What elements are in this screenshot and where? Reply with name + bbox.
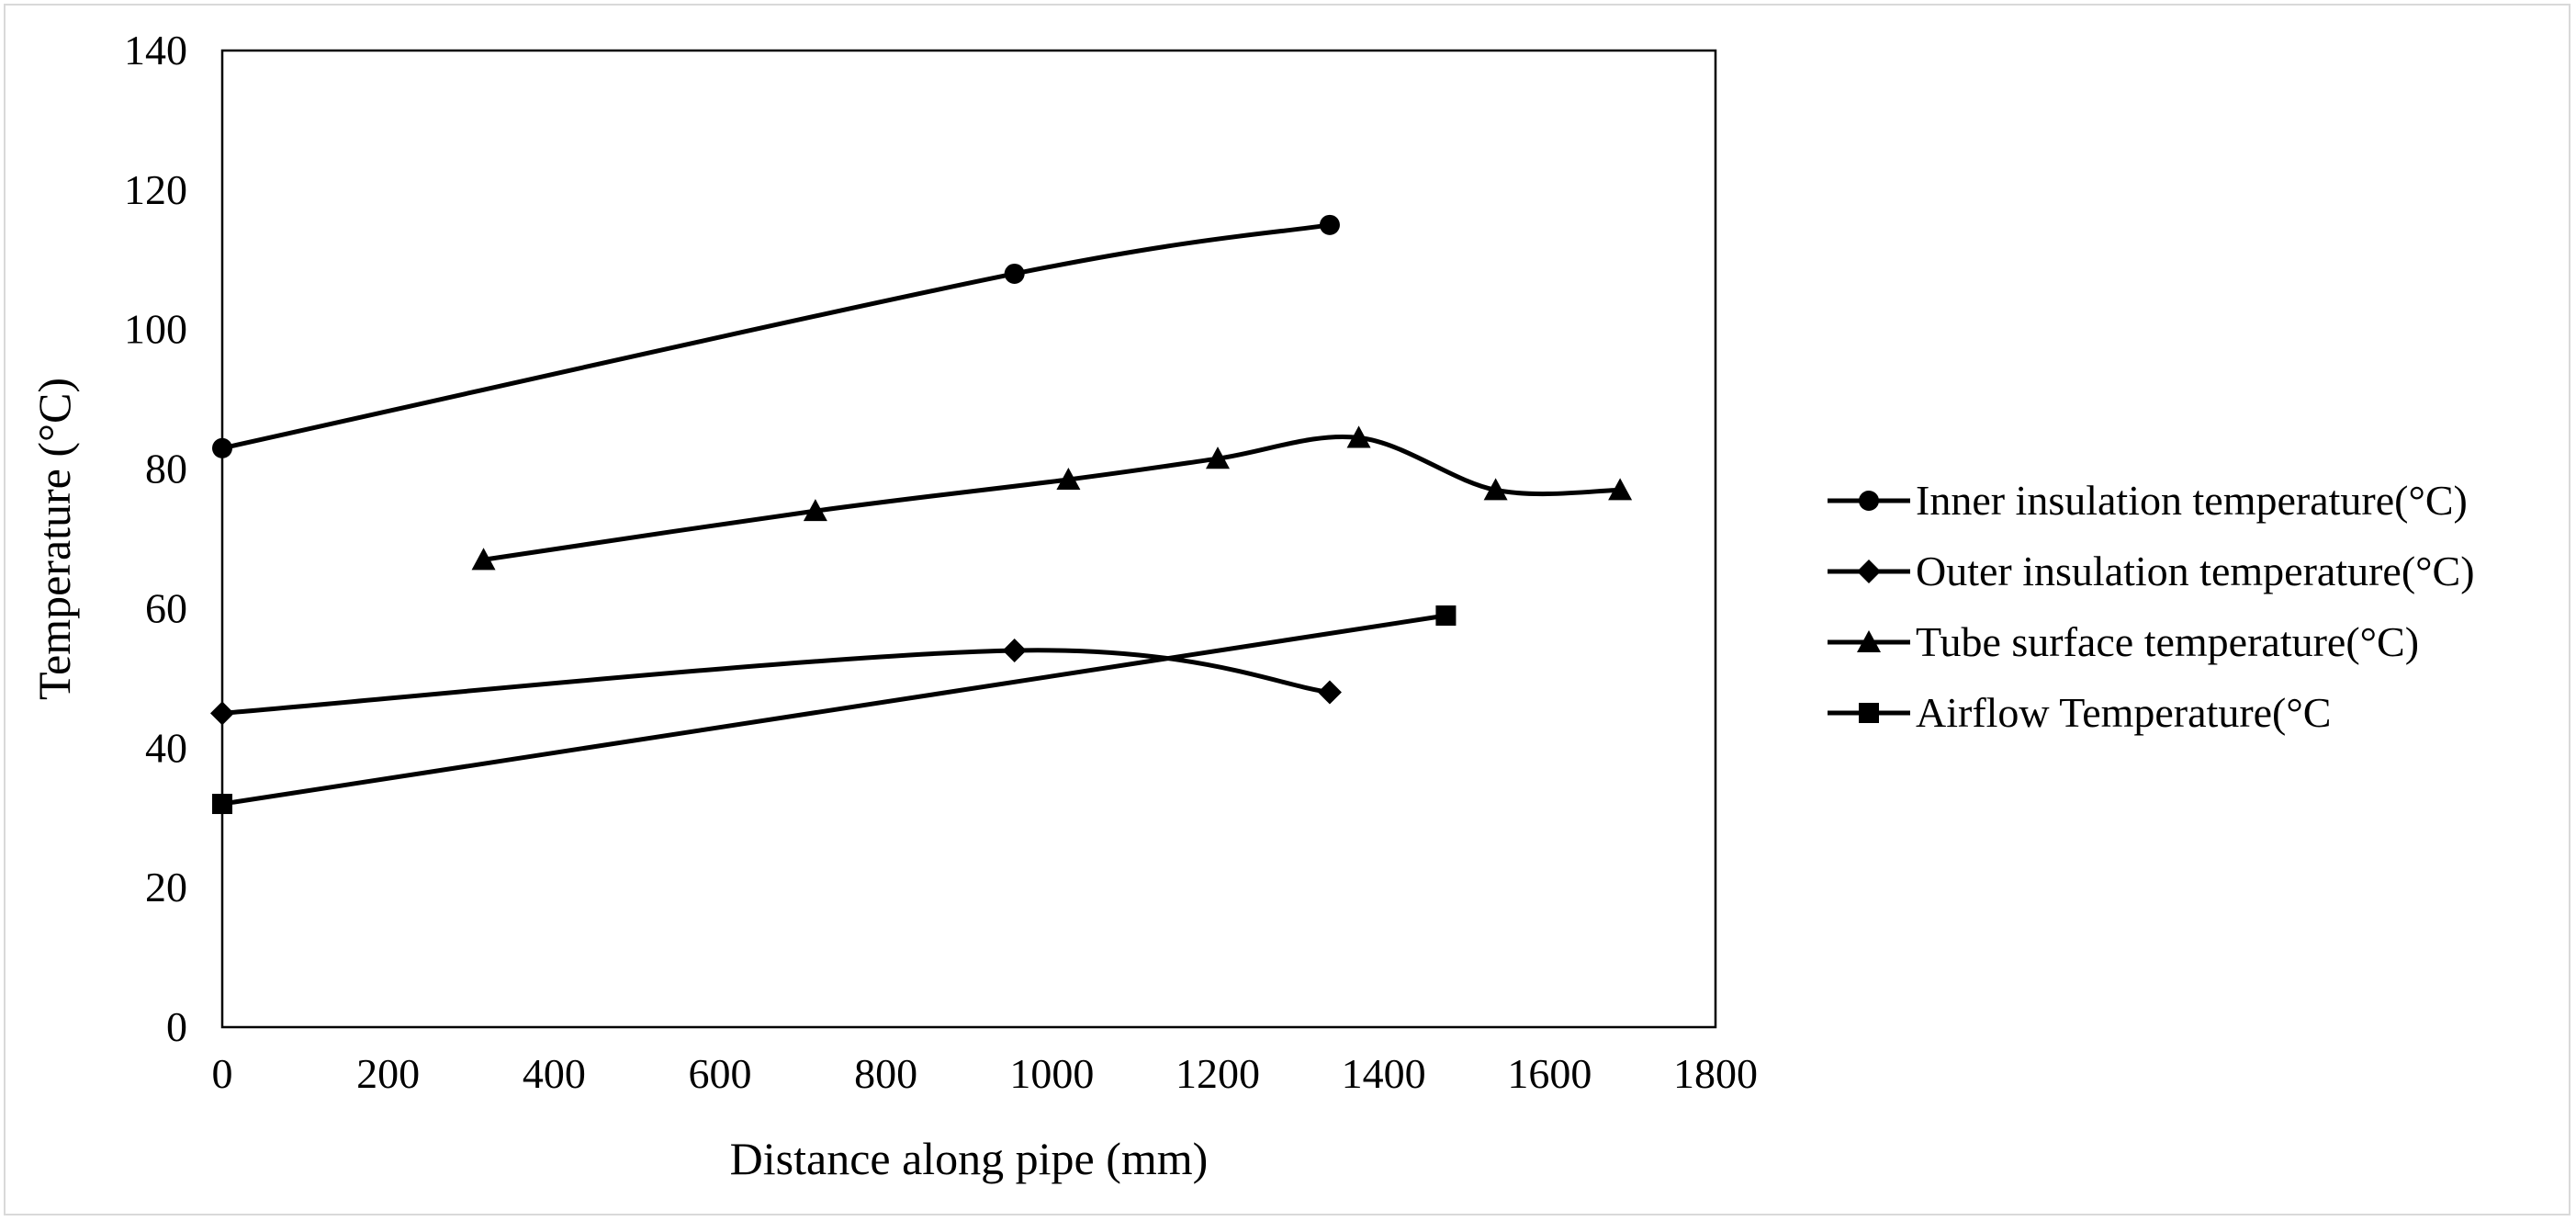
plot-area	[220, 49, 1717, 1029]
x-tick-label: 200	[356, 1050, 420, 1097]
data-point-square	[1435, 605, 1457, 627]
series-line	[481, 435, 1623, 562]
legend-item: Outer insulation temperature(°C)	[1828, 548, 2475, 594]
series-triangle	[471, 425, 1633, 571]
y-tick-label: 60	[145, 584, 187, 631]
x-tick-label: 1600	[1507, 1050, 1592, 1097]
x-tick-label: 1400	[1342, 1050, 1426, 1097]
chart-frame	[4, 4, 2570, 1215]
y-tick-label: 140	[124, 27, 187, 73]
legend-item: Inner insulation temperature(°C)	[1828, 477, 2468, 524]
series-diamond	[210, 638, 1342, 726]
series-square	[212, 605, 1457, 815]
legend-marker-triangle	[1857, 630, 1881, 653]
legend-marker-diamond	[1857, 560, 1881, 583]
legend-label: Outer insulation temperature(°C)	[1916, 548, 2475, 594]
series-line	[219, 648, 1333, 716]
x-axis-title: Distance along pipe (mm)	[730, 1133, 1209, 1184]
x-tick-label: 600	[689, 1050, 752, 1097]
y-tick-label: 100	[124, 306, 187, 353]
series-layer	[210, 214, 1633, 815]
data-point-triangle	[1206, 447, 1230, 469]
data-point-triangle	[1608, 478, 1633, 501]
legend-marker-circle	[1859, 491, 1879, 511]
data-point-triangle	[1346, 425, 1371, 448]
series-line	[219, 222, 1333, 451]
legend-marker-square	[1859, 703, 1879, 723]
data-point-diamond	[210, 701, 234, 726]
x-axis-ticks: 0 200 400 600 800 1000 1200 1400 1600 1800	[212, 1050, 1759, 1097]
x-tick-label: 1800	[1673, 1050, 1758, 1097]
legend-item: Airflow Temperature(°C	[1828, 689, 2331, 736]
y-tick-label: 0	[166, 1003, 187, 1050]
x-tick-label: 1200	[1176, 1050, 1260, 1097]
data-point-circle	[1319, 214, 1340, 235]
legend-label: Tube surface temperature(°C)	[1916, 618, 2419, 665]
data-point-diamond	[1002, 638, 1027, 662]
data-point-diamond	[1317, 680, 1342, 705]
x-tick-label: 400	[523, 1050, 586, 1097]
data-point-triangle	[803, 499, 827, 522]
plot-border	[220, 49, 1717, 1029]
legend-item: Tube surface temperature(°C)	[1828, 618, 2419, 665]
legend-label: Airflow Temperature(°C	[1916, 689, 2331, 736]
x-tick-label: 1000	[1009, 1050, 1094, 1097]
series-line	[219, 613, 1448, 807]
data-point-triangle	[471, 548, 496, 571]
x-tick-label: 0	[212, 1050, 233, 1097]
y-tick-label: 20	[145, 864, 187, 910]
y-tick-label: 80	[145, 446, 187, 492]
y-tick-label: 40	[145, 724, 187, 771]
y-axis-title: Temperature (°C)	[28, 378, 80, 700]
data-point-circle	[1004, 263, 1025, 284]
data-point-triangle	[1483, 478, 1508, 501]
data-point-circle	[212, 437, 232, 458]
y-axis-ticks: 0 20 40 60 80 100 120 140	[124, 27, 187, 1050]
series-circle	[212, 214, 1340, 458]
data-point-triangle	[1056, 467, 1081, 491]
y-tick-label: 120	[124, 166, 187, 213]
data-point-square	[212, 794, 232, 815]
legend-label: Inner insulation temperature(°C)	[1916, 477, 2468, 524]
legend: Inner insulation temperature(°C) Outer in…	[1828, 477, 2475, 736]
x-tick-label: 800	[854, 1050, 917, 1097]
